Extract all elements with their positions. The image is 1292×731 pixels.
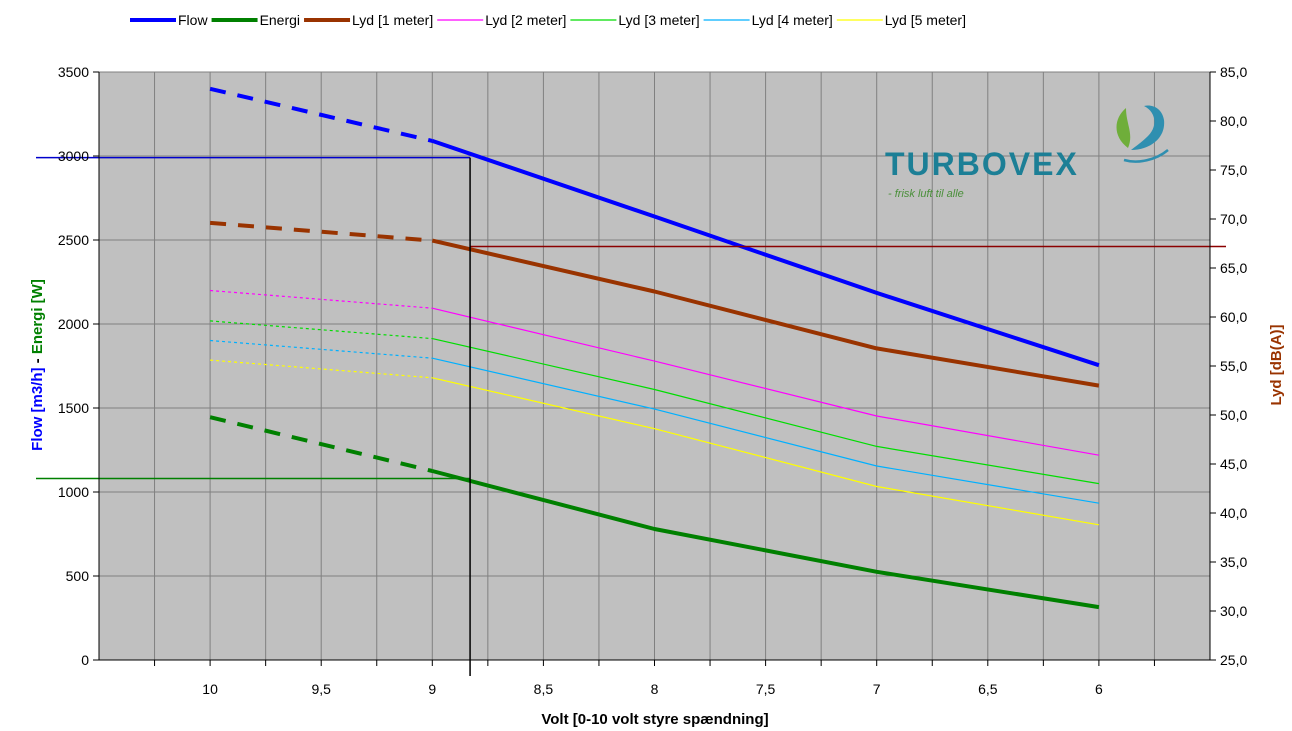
x-tick-label: 8,5 <box>534 681 554 697</box>
logo-text: TURBOVEX <box>885 146 1079 182</box>
y-right-tick-label: 50,0 <box>1220 407 1247 423</box>
series-1-line <box>431 469 1100 610</box>
y-left-tick-label: 2000 <box>58 316 89 332</box>
tick-labels: 0 500 1000 1500 2000 2500 3000 3500 25,0 30,0 35,0… <box>58 64 1248 697</box>
y-left-tick-label: 3000 <box>58 148 89 164</box>
series-4-dashed <box>210 320 433 340</box>
series-1-dashed <box>209 415 433 473</box>
x-axis-title: Volt [0-10 volt styre spændning] <box>541 711 768 728</box>
series-6-dashed <box>210 359 433 379</box>
y-right-tick-label: 25,0 <box>1220 652 1247 668</box>
y-axis-left-title-flow: Flow [m3/h] <box>29 368 46 451</box>
series-5-dashed <box>210 339 433 359</box>
logo-tagline: - frisk luft til alle <box>888 188 964 200</box>
series-2-dashed <box>209 220 433 243</box>
legend-label: Energi <box>260 12 300 28</box>
y-right-tick-label: 40,0 <box>1220 505 1247 521</box>
y-right-tick-label: 65,0 <box>1220 260 1247 276</box>
y-right-tick-label: 60,0 <box>1220 309 1247 325</box>
y-right-tick-label: 45,0 <box>1220 456 1247 472</box>
x-tick-label: 9 <box>428 681 436 697</box>
series-2-line <box>431 238 1100 388</box>
series-0-line <box>431 139 1100 368</box>
series-layer <box>209 86 1100 610</box>
legend: Flow Energi Lyd [1 meter] Lyd [2 meter] Lyd … <box>130 12 966 28</box>
series-3-line <box>432 307 1100 456</box>
y-left-tick-label: 1000 <box>58 484 89 500</box>
legend-label: Lyd [1 meter] <box>352 12 433 28</box>
legend-label: Flow <box>178 12 208 28</box>
legend-label: Lyd [5 meter] <box>885 12 966 28</box>
turbovex-logo: TURBOVEX - frisk luft til alle <box>885 105 1169 200</box>
y-axis-right-title: Lyd [dB(A)] <box>1268 324 1285 405</box>
series-6-line <box>432 377 1100 526</box>
y-right-tick-label: 35,0 <box>1220 554 1247 570</box>
y-right-tick-label: 70,0 <box>1220 211 1247 227</box>
y-left-tick-label: 500 <box>66 568 90 584</box>
y-right-tick-label: 75,0 <box>1220 162 1247 178</box>
legend-label: Lyd [3 meter] <box>618 12 699 28</box>
y-left-tick-label: 1500 <box>58 400 89 416</box>
reference-lines <box>36 156 1226 676</box>
y-axis-left-title: Flow [m3/h] - Energi [W] <box>29 279 46 451</box>
x-tick-label: 7,5 <box>756 681 776 697</box>
series-4-line <box>432 338 1099 485</box>
y-right-tick-label: 30,0 <box>1220 603 1247 619</box>
x-tick-label: 7 <box>873 681 881 697</box>
y-left-tick-label: 3500 <box>58 64 89 80</box>
x-tick-label: 10 <box>202 681 218 697</box>
series-0-dashed <box>209 86 433 143</box>
x-tick-label: 8 <box>651 681 659 697</box>
y-axis-left-title-energi: Energi [W] <box>29 279 46 354</box>
legend-label: Lyd [4 meter] <box>752 12 833 28</box>
legend-label: Lyd [2 meter] <box>485 12 566 28</box>
series-3-dashed <box>210 289 433 309</box>
logo-leaf-icon <box>1116 105 1169 163</box>
y-right-tick-label: 85,0 <box>1220 64 1247 80</box>
series-5-line <box>432 357 1099 504</box>
y-left-tick-label: 0 <box>81 652 89 668</box>
x-tick-label: 6,5 <box>978 681 998 697</box>
y-right-tick-label: 55,0 <box>1220 358 1247 374</box>
x-tick-label: 6 <box>1095 681 1103 697</box>
y-right-tick-label: 80,0 <box>1220 113 1247 129</box>
x-tick-label: 9,5 <box>311 681 331 697</box>
y-axis-left-title-sep: - <box>29 354 46 367</box>
y-left-tick-label: 2500 <box>58 232 89 248</box>
gridlines <box>99 71 1210 661</box>
